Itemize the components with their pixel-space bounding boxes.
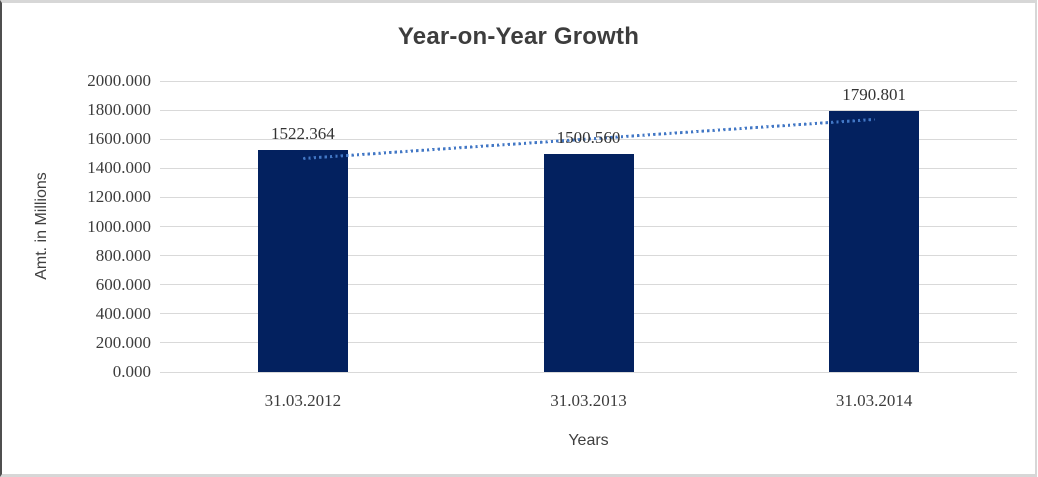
y-axis-tick-label: 1200.000: [87, 187, 151, 207]
bar: [257, 150, 348, 372]
bar: [829, 111, 920, 372]
chart-title: Year-on-Year Growth: [397, 23, 640, 50]
y-axis-tick-label: 200.000: [95, 332, 151, 352]
gridline: [160, 80, 1017, 82]
bar-value-label: 1790.801: [842, 85, 907, 105]
x-axis-tick-label: 31.03.2013: [550, 391, 627, 410]
y-axis-tick-label: 1400.000: [87, 158, 151, 178]
y-axis-tick-label: 1800.000: [87, 100, 151, 120]
bar: [543, 153, 634, 372]
y-axis-tick-label: 1000.000: [87, 216, 151, 236]
y-axis-tick-label: 2000.000: [87, 71, 151, 90]
x-axis-tick-label: 31.03.2014: [835, 391, 913, 410]
gridline: [160, 371, 1017, 373]
x-axis-title: Years: [568, 432, 609, 449]
y-axis-tick-label: 1600.000: [87, 129, 151, 149]
y-axis-tick-label: 0.000: [112, 362, 151, 381]
y-axis-tick-label: 600.000: [95, 274, 151, 294]
y-axis-tick-label: 800.000: [95, 245, 151, 265]
y-axis-tick-label: 400.000: [95, 303, 151, 323]
x-axis-tick-label: 31.03.2012: [264, 391, 342, 410]
plot-area: [160, 80, 1017, 373]
bar-value-label: 1522.364: [270, 124, 335, 144]
bar-value-label: 1500.560: [556, 127, 621, 147]
gridline: [160, 109, 1017, 111]
